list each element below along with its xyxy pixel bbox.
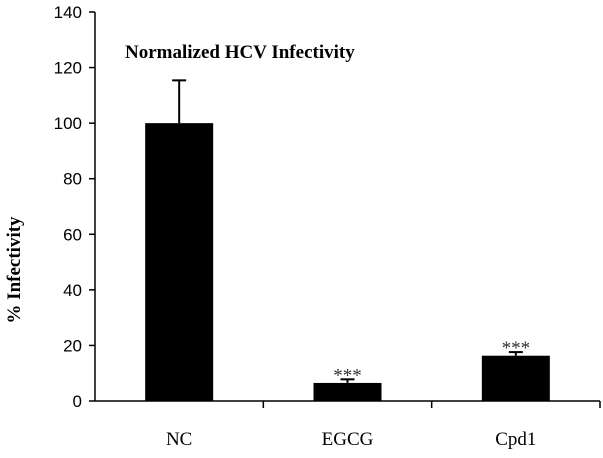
significance-label: *** xyxy=(333,365,362,386)
bar-nc xyxy=(145,123,214,402)
chart-title: Normalized HCV Infectivity xyxy=(125,42,355,63)
x-tick-label: Cpd1 xyxy=(495,429,536,450)
x-tick-label: NC xyxy=(166,429,192,450)
bar-egcg xyxy=(313,382,382,401)
x-tick-label: EGCG xyxy=(322,429,374,450)
y-tick-label: 0 xyxy=(73,392,82,411)
y-tick-label: 140 xyxy=(54,3,82,22)
y-tick-label: 20 xyxy=(63,336,82,355)
y-tick-label: 40 xyxy=(63,281,82,300)
y-tick-label: 120 xyxy=(54,59,82,78)
bar-cpd1 xyxy=(481,355,550,401)
y-tick-label: 80 xyxy=(63,170,82,189)
y-tick-label: 60 xyxy=(63,225,82,244)
y-axis-label: % Infectivity xyxy=(4,216,25,324)
y-tick-label: 100 xyxy=(54,114,82,133)
significance-label: *** xyxy=(502,338,531,359)
